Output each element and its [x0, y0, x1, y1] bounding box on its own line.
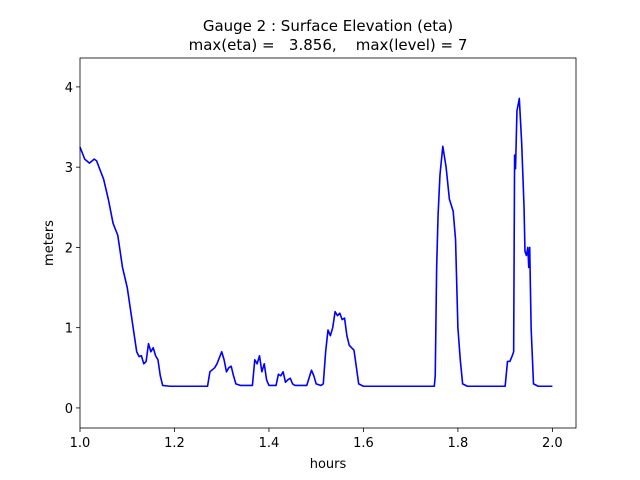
y-tick-label: 4 [65, 81, 73, 96]
x-axis-label: hours [310, 457, 347, 472]
data-line [79, 97, 553, 388]
x-tick-label: 1.8 [448, 436, 469, 451]
y-tick-label: 2 [65, 241, 73, 256]
y-tick-label: 0 [65, 402, 73, 417]
chart-subtitle: max(eta) = 3.856, max(level) = 7 [189, 36, 468, 54]
y-tick-label: 1 [65, 322, 73, 337]
chart-title: Gauge 2 : Surface Elevation (eta) [203, 17, 453, 35]
plot-frame [79, 57, 577, 429]
x-tick-label: 1.4 [259, 436, 280, 451]
x-tick-label: 1.0 [70, 436, 91, 451]
y-axis-label: meters [42, 220, 57, 266]
y-tick-label: 3 [65, 161, 73, 176]
x-tick-label: 2.0 [542, 436, 563, 451]
x-tick-label: 1.6 [353, 436, 374, 451]
x-tick-label: 1.2 [164, 436, 185, 451]
